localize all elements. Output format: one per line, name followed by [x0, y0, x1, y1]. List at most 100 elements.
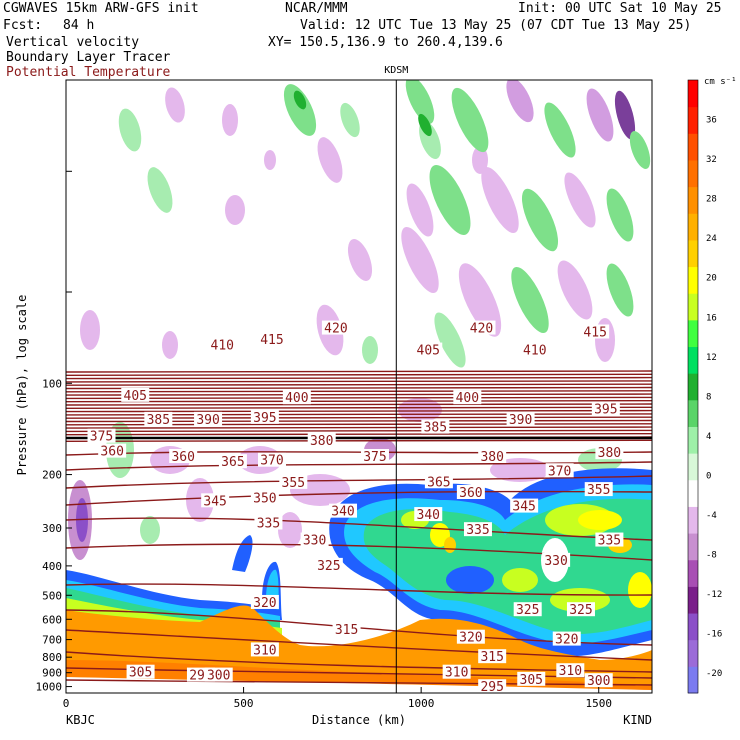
theta-label: 415: [583, 325, 606, 340]
theta-label: 420: [324, 322, 347, 337]
colorbar-tick-label: 28: [706, 195, 717, 205]
colorbar-tick-label: -20: [706, 669, 722, 679]
x-axis: 0 500 1000 1500: [63, 687, 612, 710]
colorbar-tick-label: 4: [706, 432, 711, 442]
theta-contour: [66, 416, 652, 419]
theta-label-bg: [591, 401, 620, 416]
kdsm-label: KDSM: [384, 65, 408, 76]
y-tick-label: 400: [42, 560, 62, 573]
theta-contour: [66, 396, 652, 400]
theta-label: 330: [303, 534, 326, 549]
theta-label: 315: [335, 623, 358, 638]
field-vertical-velocity: Vertical velocity: [6, 35, 140, 50]
theta-contour: [66, 413, 652, 416]
colorbar-swatch: [688, 186, 698, 214]
theta-contour: [66, 439, 652, 442]
theta-label-bg: [478, 679, 507, 693]
theta-label-bg: [478, 448, 507, 463]
theta-label: 365: [221, 455, 244, 470]
colorbar-tick-label: 36: [706, 116, 717, 126]
theta-label: 330: [544, 554, 567, 569]
theta-label-bg: [442, 664, 471, 679]
y-tick-label: 900: [42, 667, 62, 680]
theta-label-bg: [414, 342, 443, 357]
x-axis-label: Distance (km): [312, 713, 406, 727]
org-label: NCAR/MMM: [285, 1, 348, 16]
theta-label: 370: [548, 464, 571, 479]
theta-label-bg: [257, 452, 286, 467]
theta-labels: 405 410 415 420 400 395 390 385 375 380 375 370 365 3…: [87, 320, 624, 693]
theta-contour: [66, 373, 652, 376]
theta-label-bg: [478, 649, 507, 664]
forecast-label: Fcst:: [3, 18, 43, 33]
theta-label-bg: [321, 320, 350, 335]
theta-label: 350: [253, 492, 276, 507]
vertical-velocity-field: 405 410 415 420 400 395 390 385 375 380 375 370 365 3…: [66, 80, 652, 693]
colorbar-tick-label: 16: [706, 313, 717, 323]
theta-label-bg: [517, 671, 546, 686]
colorbar-frame: [687, 79, 699, 694]
colorbar-swatch: [688, 346, 698, 374]
wave-blobs-upper-right: [401, 80, 651, 368]
theta-contour: [66, 380, 652, 383]
field-potential-temperature: Potential Temperature: [6, 65, 171, 80]
wave-blobs-upper: [80, 84, 488, 364]
theta-label-bg: [545, 463, 574, 478]
theta-label-bg: [194, 411, 223, 426]
theta-label-bg: [463, 522, 492, 537]
colorbar-swatch: [688, 239, 698, 268]
colorbar-swatch: [688, 133, 698, 161]
theta-label: 315: [480, 650, 503, 665]
theta-label-bg: [581, 324, 610, 339]
theta-label: 400: [285, 391, 308, 406]
theta-label-bg: [595, 445, 624, 460]
y-tick-label: 600: [42, 613, 62, 626]
colorbar-swatch: [688, 106, 698, 134]
init-time: Init: 00 UTC Sat 10 May 25: [518, 1, 722, 16]
theta-label: 395: [594, 402, 617, 417]
theta-label: 345: [203, 494, 226, 509]
theta-label: 390: [196, 413, 219, 428]
theta-label: 310: [253, 643, 276, 658]
colorbar-swatch: [688, 639, 698, 667]
theta-label: 320: [459, 631, 482, 646]
theta-label-bg: [360, 448, 389, 463]
theta-label: 395: [253, 411, 276, 426]
theta-contour: [66, 490, 652, 506]
cross-section-xy: XY= 150.5,136.9 to 260.4,139.6: [268, 35, 503, 50]
x-tick-label: 1500: [585, 697, 612, 710]
theta-label: 405: [417, 344, 440, 359]
theta-label: 340: [331, 505, 354, 520]
colorbar: -20 -16 -12 -8 -4 0 4 8 12 16 20 24 28 32 36: [687, 79, 722, 694]
theta-label: 325: [569, 603, 592, 618]
right-endpoint-label: KIND: [623, 713, 652, 727]
theta-contour: [66, 433, 652, 436]
theta-label-bg: [595, 532, 624, 547]
left-endpoint-label: KBJC: [66, 713, 95, 727]
theta-label-bg: [250, 490, 279, 505]
y-tick-label: 700: [42, 634, 62, 647]
plot-frame: [65, 79, 653, 694]
colorbar-swatch: [688, 266, 698, 294]
theta-label: 335: [598, 534, 621, 549]
y-axis-label: Pressure (hPa), log scale: [15, 295, 29, 476]
theta-label-bg: [254, 515, 283, 530]
theta-contour: [66, 629, 652, 661]
colorbar-swatch: [688, 586, 698, 614]
theta-label: 310: [559, 664, 582, 679]
theta-contour: [66, 419, 652, 423]
theta-label-bg: [584, 482, 613, 497]
theta-contour: [66, 426, 652, 429]
theta-contour: [66, 390, 652, 393]
theta-contour: [66, 400, 652, 403]
colorbar-swatch: [688, 453, 698, 481]
theta-contour: [66, 451, 652, 456]
y-tick-label: 200: [42, 469, 62, 482]
colorbar-tick-label: 8: [706, 392, 711, 402]
theta-label: 300: [587, 674, 610, 689]
y-tick-label: 1000: [36, 681, 63, 694]
theta-label-bg: [424, 474, 453, 489]
theta-label: 325: [317, 559, 340, 574]
